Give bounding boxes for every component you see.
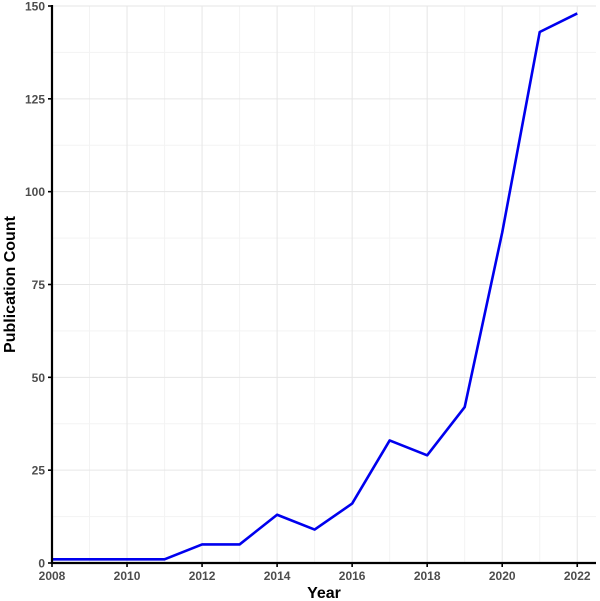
- x-tick-label: 2012: [189, 569, 216, 583]
- y-tick-label: 0: [38, 557, 45, 571]
- x-tick-label: 2014: [264, 569, 291, 583]
- y-tick-label: 50: [32, 371, 46, 385]
- y-tick-label: 25: [32, 464, 46, 478]
- y-tick-label: 125: [25, 92, 45, 106]
- major-gridlines: [51, 5, 596, 564]
- tick-labels: 2008 2010 2012 2014 2016 2018 2020 2022 0 25 50 75 1…: [25, 0, 591, 583]
- series-line-0: [52, 12, 578, 561]
- y-tick-label: 100: [25, 185, 45, 199]
- x-tick-label: 2022: [564, 569, 591, 583]
- y-axis-title: Publication Count: [2, 215, 19, 353]
- y-tick-label: 150: [25, 0, 45, 14]
- y-tick-label: 75: [32, 278, 46, 292]
- x-tick-label: 2016: [339, 569, 366, 583]
- series-layer: [52, 12, 578, 561]
- x-tick-label: 2020: [489, 569, 516, 583]
- x-axis-title: Year: [307, 585, 341, 601]
- x-tick-label: 2010: [114, 569, 141, 583]
- x-tick-label: 2018: [414, 569, 441, 583]
- x-tick-label: 2008: [39, 569, 66, 583]
